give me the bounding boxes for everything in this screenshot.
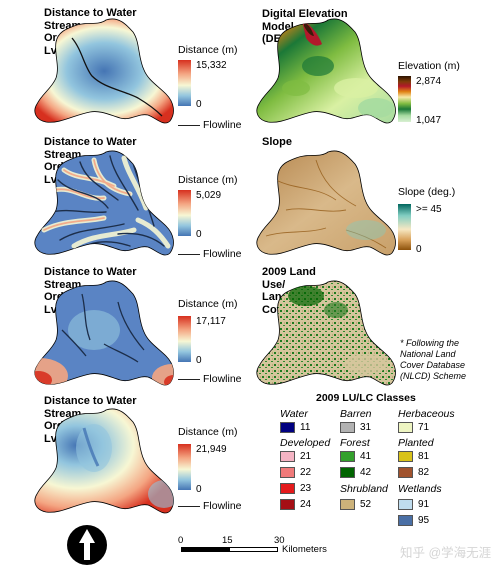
swatch-22: [280, 467, 295, 478]
scale-unit: Kilometers: [282, 544, 327, 555]
scale-tick-30: 30: [274, 535, 285, 546]
legend-max-value: 21,949: [196, 444, 227, 455]
code-81: 81: [418, 451, 430, 462]
swatch-52: [340, 499, 355, 510]
category-barren: Barren: [340, 408, 372, 420]
swatch-71: [398, 422, 413, 433]
distance-color-ramp: [178, 60, 191, 106]
legend-title: Distance (m): [178, 426, 238, 438]
flowline-label: Flowline: [203, 373, 242, 385]
swatch-11: [280, 422, 295, 433]
category-water: Water: [280, 408, 308, 420]
category-shrubland: Shrubland: [340, 483, 388, 495]
code-71: 71: [418, 422, 430, 433]
legend-title: Distance (m): [178, 44, 238, 56]
panel-dem: Digital Elevation Model (DEM) Elevation …: [252, 0, 504, 130]
legend-title: Slope (deg.): [398, 186, 456, 198]
swatch-41: [340, 451, 355, 462]
legend-min-value: 0: [196, 484, 202, 495]
swatch-82: [398, 467, 413, 478]
swatch-23: [280, 483, 295, 494]
panel-landuse: 2009 Land Use/ Land Cover * Following th…: [252, 260, 504, 390]
distance-map-lv4: [34, 18, 174, 124]
flowline-symbol: [178, 379, 200, 380]
category-forest: Forest: [340, 437, 370, 449]
lulc-legend-title: 2009 LU/LC Classes: [316, 392, 416, 404]
code-91: 91: [418, 499, 430, 510]
panel-distance-lv4: Distance to Water Stream Order Lv. 4 Dis…: [0, 0, 250, 131]
nlcd-note: * Following the National Land Cover Data…: [400, 338, 467, 381]
category-wetlands: Wetlands: [398, 483, 442, 495]
scale-tick-15: 15: [222, 535, 233, 546]
legend-title: Distance (m): [178, 298, 238, 310]
swatch-95: [398, 515, 413, 526]
code-31: 31: [360, 422, 372, 433]
legend-min-value: 0: [196, 355, 202, 366]
category-developed: Developed: [280, 437, 331, 449]
legend-max-value: 5,029: [196, 190, 222, 201]
landuse-map: [256, 280, 396, 386]
code-11: 11: [300, 422, 311, 433]
panel-distance-lv3: Distance to Water Stream Order Lv. 3 Dis…: [0, 130, 250, 260]
panel-title: Digital Elevation Model (DEM): [262, 8, 348, 45]
flowline-symbol: [178, 125, 200, 126]
legend-max-value: 17,117: [196, 316, 226, 327]
swatch-42: [340, 467, 355, 478]
distance-color-ramp: [178, 444, 191, 490]
panel-distance-lv1: Distance to Water Stream Order Lv. 1 Dis…: [0, 390, 250, 520]
slope-map: [256, 150, 396, 256]
legend-max-value: 15,332: [196, 60, 227, 71]
legend-min-value: 0: [416, 244, 422, 255]
legend-title: Elevation (m): [398, 60, 460, 72]
code-24: 24: [300, 499, 312, 510]
flowline-label: Flowline: [203, 119, 242, 131]
flowline-label: Flowline: [203, 248, 242, 260]
legend-min-value: 0: [196, 229, 202, 240]
scale-bar: 0 15 30 Kilometers: [178, 536, 338, 558]
legend-max-value: >= 45: [416, 204, 442, 215]
watermark: 知乎 @学海无涯: [400, 546, 492, 560]
distance-map-lv2: [34, 280, 174, 386]
distance-map-lv1: [34, 408, 174, 514]
code-22: 22: [300, 467, 312, 478]
swatch-81: [398, 451, 413, 462]
code-42: 42: [360, 467, 372, 478]
north-arrow-icon: [67, 525, 107, 565]
lulc-legend: 2009 LU/LC Classes Water 11 Developed 21…: [252, 390, 504, 530]
legend-min-value: 0: [196, 99, 202, 110]
swatch-21: [280, 451, 295, 462]
legend-min-value: 1,047: [416, 115, 442, 126]
swatch-24: [280, 499, 295, 510]
category-herbaceous: Herbaceous: [398, 408, 455, 420]
elevation-color-ramp: [398, 76, 411, 122]
flowline-symbol: [178, 254, 200, 255]
dem-map: [256, 18, 396, 124]
swatch-31: [340, 422, 355, 433]
legend-max-value: 2,874: [416, 76, 442, 87]
distance-map-lv3: [34, 150, 174, 256]
scale-bar-segment-white: [229, 547, 278, 552]
flowline-label: Flowline: [203, 500, 242, 512]
slope-color-ramp: [398, 204, 411, 250]
flowline-symbol: [178, 506, 200, 507]
code-95: 95: [418, 515, 430, 526]
category-planted: Planted: [398, 437, 434, 449]
legend-title: Distance (m): [178, 174, 238, 186]
code-21: 21: [300, 451, 312, 462]
panel-slope: Slope Slope (deg.) >= 45 0: [252, 130, 504, 260]
scale-tick-0: 0: [178, 535, 184, 546]
panel-title: Slope: [262, 136, 292, 148]
code-41: 41: [360, 451, 372, 462]
code-23: 23: [300, 483, 312, 494]
distance-color-ramp: [178, 316, 191, 362]
distance-color-ramp: [178, 190, 191, 236]
swatch-91: [398, 499, 413, 510]
code-52: 52: [360, 499, 372, 510]
code-82: 82: [418, 467, 430, 478]
scale-bar-segment-black: [181, 547, 229, 552]
panel-distance-lv2: Distance to Water Stream Order Lv. 2 Dis…: [0, 260, 250, 390]
